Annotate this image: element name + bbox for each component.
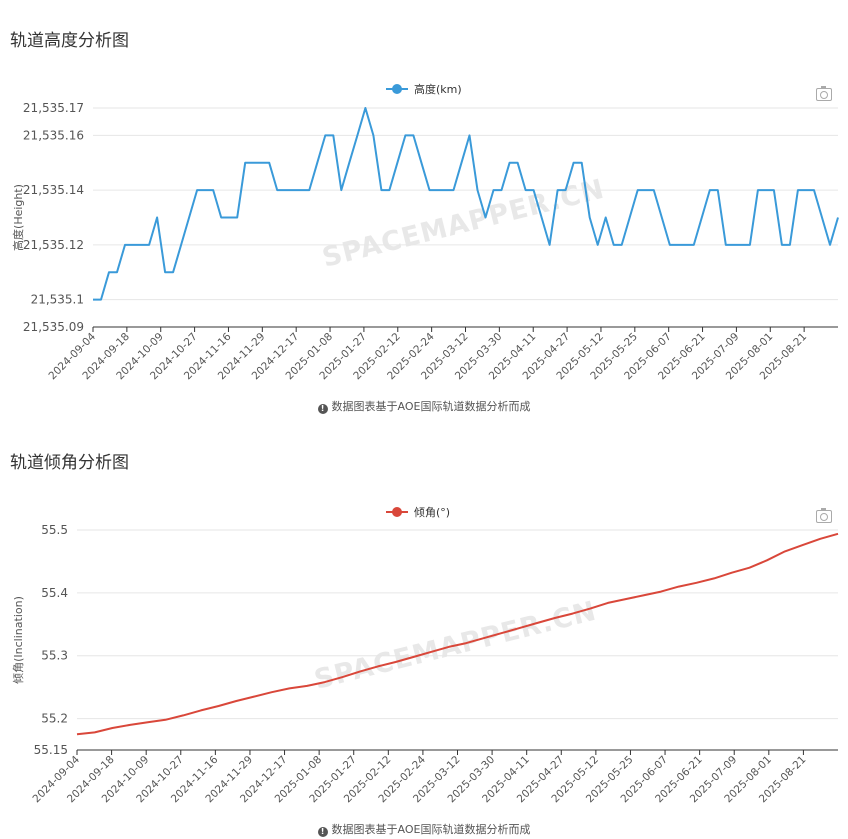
y-tick-label: 55.4 <box>41 586 68 600</box>
y-axis-title: 高度(Height) <box>11 184 25 251</box>
legend-label: 倾角(°) <box>414 506 450 519</box>
inclination-section: 轨道倾角分析图 SPACEMAPPER.CN 55.5 55.4 55.3 55.2 55… <box>0 422 848 839</box>
camera-icon[interactable] <box>816 508 832 523</box>
footnote-text: 数据图表基于AOE国际轨道数据分析而成 <box>331 823 531 836</box>
section-title: 轨道高度分析图 <box>10 31 129 51</box>
camera-icon[interactable] <box>816 86 832 101</box>
info-icon: ! <box>317 827 328 837</box>
y-tick-label: 21,535.09 <box>23 320 84 334</box>
y-tick-label: 55.15 <box>34 743 68 757</box>
altitude-chart: SPACEMAPPER.CN 21,535.17 21,535.16 21,535.1… <box>11 82 839 382</box>
info-icon: ! <box>317 404 328 414</box>
watermark: SPACEMAPPER.CN <box>319 174 608 274</box>
inclination-chart: SPACEMAPPER.CN55.555.455.355.255.152024-… <box>12 506 839 805</box>
legend-marker <box>392 84 402 94</box>
y-tick-label: 55.5 <box>41 523 68 537</box>
series-line <box>93 107 839 301</box>
legend-label: 高度(km) <box>414 82 462 96</box>
y-axis-title: 倾角(Inclination) <box>12 596 25 684</box>
y-tick-label: 21,535.12 <box>23 238 84 252</box>
y-tick-label: 21,535.14 <box>23 183 84 197</box>
altitude-section: 轨道高度分析图 SPACEMAPPER.CN 21,535.17 21,535.16… <box>0 31 848 414</box>
series-line <box>76 532 839 736</box>
y-tick-label: 55.2 <box>41 712 68 726</box>
y-tick-label: 55.3 <box>41 649 68 663</box>
footnote-text: 数据图表基于AOE国际轨道数据分析而成 <box>331 400 531 413</box>
legend-marker <box>392 507 402 517</box>
y-tick-label: 21,535.1 <box>31 293 84 307</box>
footnote: ! 数据图表基于AOE国际轨道数据分析而成 <box>0 398 848 414</box>
footnote: ! 数据图表基于AOE国际轨道数据分析而成 <box>0 821 848 837</box>
y-tick-label: 21,535.16 <box>23 128 84 142</box>
y-tick-label: 21,535.17 <box>23 101 84 115</box>
section-title: 轨道倾角分析图 <box>10 453 129 473</box>
